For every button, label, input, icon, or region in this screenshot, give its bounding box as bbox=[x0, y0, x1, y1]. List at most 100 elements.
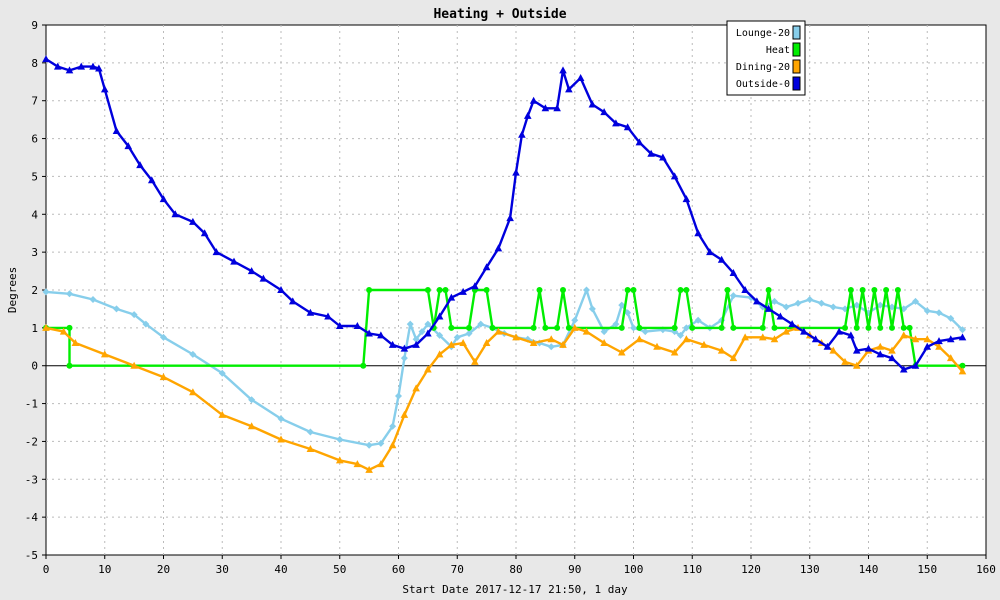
data-point bbox=[365, 329, 373, 337]
data-point bbox=[277, 415, 285, 423]
data-point bbox=[729, 292, 737, 300]
data-point bbox=[847, 287, 854, 293]
data-point bbox=[366, 287, 373, 293]
data-point bbox=[823, 342, 832, 350]
data-point bbox=[947, 314, 955, 322]
data-point bbox=[529, 339, 538, 346]
x-tick-label: 70 bbox=[451, 563, 464, 576]
data-point bbox=[588, 100, 597, 108]
data-point bbox=[100, 350, 109, 358]
data-point bbox=[923, 335, 932, 343]
data-point bbox=[624, 309, 632, 317]
data-point bbox=[71, 339, 80, 346]
data-point bbox=[571, 316, 579, 324]
data-point bbox=[412, 384, 420, 392]
data-point bbox=[959, 362, 966, 369]
x-tick-label: 140 bbox=[859, 563, 879, 576]
data-point bbox=[935, 337, 943, 345]
y-tick-label: 9 bbox=[31, 19, 38, 32]
data-point bbox=[130, 361, 138, 369]
data-point bbox=[600, 108, 608, 116]
data-point bbox=[77, 62, 86, 70]
data-point bbox=[412, 340, 420, 348]
data-point bbox=[958, 367, 967, 375]
data-point bbox=[247, 267, 256, 275]
data-point bbox=[424, 365, 432, 373]
data-point bbox=[100, 85, 109, 93]
data-point bbox=[436, 287, 443, 293]
x-tick-label: 0 bbox=[43, 563, 50, 576]
data-point bbox=[612, 320, 620, 328]
data-point bbox=[365, 441, 373, 449]
y-axis-label: Degrees bbox=[6, 267, 19, 313]
data-point bbox=[65, 66, 74, 74]
data-point bbox=[400, 344, 409, 352]
data-point bbox=[518, 130, 526, 138]
data-point bbox=[388, 340, 397, 348]
y-tick-label: 6 bbox=[31, 133, 38, 146]
data-point bbox=[360, 362, 367, 369]
data-point bbox=[717, 346, 726, 354]
data-point bbox=[617, 348, 626, 356]
data-point bbox=[424, 329, 432, 337]
data-point bbox=[200, 229, 209, 237]
data-point bbox=[871, 287, 878, 293]
data-point bbox=[395, 392, 402, 400]
legend-swatch bbox=[792, 25, 801, 40]
data-point bbox=[53, 62, 62, 70]
data-point bbox=[788, 320, 796, 328]
data-point bbox=[336, 436, 344, 444]
data-point bbox=[923, 342, 932, 350]
data-point bbox=[659, 153, 667, 161]
y-tick-label: 3 bbox=[31, 246, 38, 259]
data-point bbox=[230, 257, 238, 265]
data-point bbox=[95, 64, 103, 72]
data-point bbox=[471, 282, 479, 290]
data-point bbox=[218, 369, 226, 377]
data-point bbox=[477, 320, 485, 328]
data-point bbox=[424, 287, 431, 293]
data-point bbox=[547, 335, 556, 343]
x-tick-label: 50 bbox=[333, 563, 346, 576]
data-point bbox=[42, 323, 50, 331]
x-tick-label: 110 bbox=[682, 563, 702, 576]
data-point bbox=[694, 316, 702, 324]
data-point bbox=[447, 340, 456, 348]
x-tick-label: 40 bbox=[274, 563, 287, 576]
data-point bbox=[412, 335, 420, 343]
data-point bbox=[582, 327, 591, 335]
data-point bbox=[459, 339, 467, 346]
data-point bbox=[753, 297, 761, 305]
data-point bbox=[277, 286, 285, 293]
data-point bbox=[935, 342, 943, 350]
data-point bbox=[653, 342, 661, 350]
data-point bbox=[400, 354, 408, 362]
data-point bbox=[124, 142, 133, 150]
data-point bbox=[859, 287, 866, 293]
data-point bbox=[765, 287, 772, 293]
data-point bbox=[523, 111, 532, 119]
data-point bbox=[66, 290, 73, 298]
data-point bbox=[542, 324, 549, 331]
data-point bbox=[306, 445, 315, 452]
data-point bbox=[847, 331, 855, 339]
data-point bbox=[835, 327, 843, 335]
data-point bbox=[559, 66, 567, 74]
data-point bbox=[136, 161, 144, 169]
legend-label: Dining-20 bbox=[736, 62, 790, 73]
data-point bbox=[530, 324, 537, 331]
data-point bbox=[958, 333, 967, 341]
data-point bbox=[512, 168, 520, 176]
data-point bbox=[576, 74, 585, 81]
data-point bbox=[259, 274, 268, 282]
y-tick-label: 1 bbox=[31, 322, 38, 335]
data-point bbox=[612, 119, 620, 127]
data-point bbox=[946, 335, 955, 343]
data-point bbox=[677, 287, 684, 293]
data-point bbox=[565, 324, 572, 331]
data-point bbox=[776, 312, 785, 320]
x-tick-label: 130 bbox=[800, 563, 820, 576]
data-point bbox=[759, 324, 766, 331]
data-point bbox=[670, 348, 679, 356]
